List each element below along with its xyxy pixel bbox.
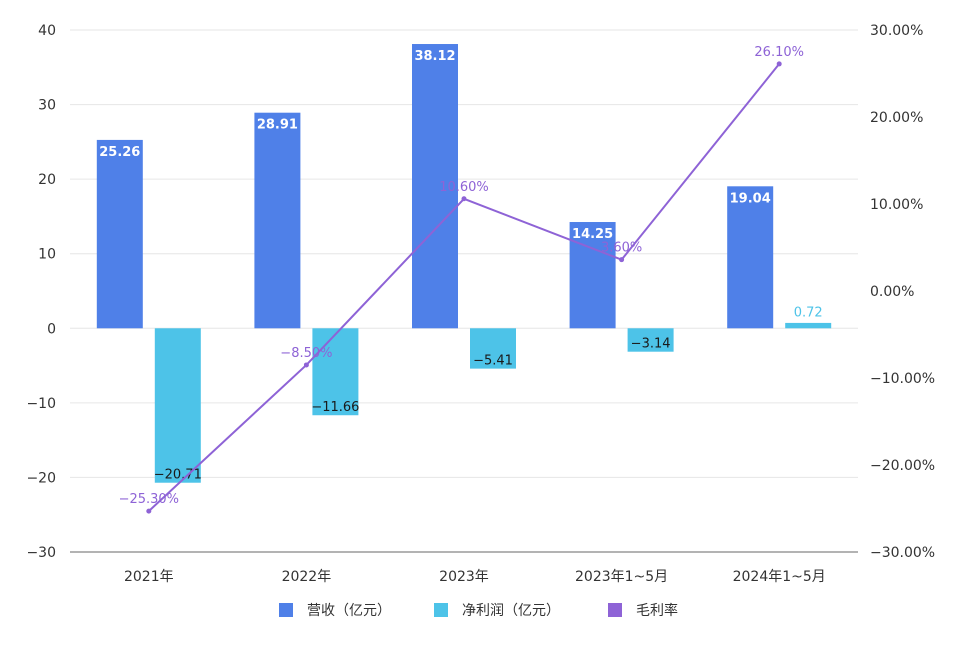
net-profit-data-label: −20.71 <box>154 468 202 483</box>
y-right-tick-label: 20.00% <box>870 110 923 126</box>
revenue-data-label: 38.12 <box>414 49 455 64</box>
net-profit-bar <box>470 328 516 369</box>
revenue-data-label: 19.04 <box>730 191 771 206</box>
y-left-tick-label: 0 <box>47 321 56 337</box>
y-right-tick-label: 0.00% <box>870 284 914 300</box>
gross-margin-data-label: −25.30% <box>119 492 179 507</box>
y-left-tick-label: 30 <box>38 98 56 114</box>
gross-margin-point <box>461 196 467 202</box>
y-right-tick-label: 10.00% <box>870 197 923 213</box>
net-profit-data-label: −5.41 <box>473 354 513 369</box>
net-profit-data-label: −3.14 <box>631 337 671 352</box>
y-right-tick-label: 30.00% <box>870 23 923 39</box>
y-left-tick-label: 40 <box>38 23 56 39</box>
legend-item-net-profit-label: 净利润（亿元） <box>462 603 560 619</box>
gross-margin-point <box>776 61 782 67</box>
revenue-data-label: 25.26 <box>99 145 140 160</box>
net-profit-data-label: −11.66 <box>311 400 359 415</box>
y-left-tick-label: 20 <box>38 172 56 188</box>
net-profit-data-label: 0.72 <box>794 305 823 320</box>
legend-item-net-profit-swatch <box>434 603 448 617</box>
gross-margin-data-label: 3.60% <box>601 241 642 256</box>
gross-margin-point <box>146 508 152 514</box>
revenue-data-label: 14.25 <box>572 227 613 242</box>
y-left-tick-label: 10 <box>38 247 56 263</box>
x-tick-label: 2023年 <box>439 569 489 585</box>
gross-margin-data-label: 10.60% <box>439 180 489 195</box>
revenue-bar <box>727 186 774 329</box>
x-tick-label: 2021年 <box>124 569 174 585</box>
y-right-tick-label: −10.00% <box>870 371 935 387</box>
net-profit-bar <box>312 328 359 416</box>
legend-item-gross-margin-label: 毛利率 <box>636 602 678 619</box>
x-tick-label: 2023年1~5月 <box>575 569 668 585</box>
legend-item-gross-margin-swatch <box>608 603 622 617</box>
gross-margin-point <box>619 257 625 263</box>
x-tick-label: 2024年1~5月 <box>733 569 826 585</box>
y-right-tick-label: −20.00% <box>870 458 935 474</box>
revenue-bar <box>412 44 458 329</box>
revenue-data-label: 28.91 <box>257 118 298 133</box>
revenue-bar <box>254 112 301 329</box>
gross-margin-data-label: 26.10% <box>754 45 804 60</box>
legend-item-revenue-label: 营收（亿元） <box>307 603 391 619</box>
revenue-bar <box>96 139 143 329</box>
x-tick-label: 2022年 <box>282 569 332 585</box>
legend-item-revenue-swatch <box>279 603 293 617</box>
gross-margin-point <box>303 362 309 368</box>
gross-margin-data-label: −8.50% <box>280 346 332 361</box>
gross-margin-line <box>148 63 780 512</box>
net-profit-bar <box>627 328 674 352</box>
net-profit-bar <box>154 328 201 483</box>
y-left-tick-label: −10 <box>26 396 56 412</box>
y-left-tick-label: −30 <box>26 545 56 561</box>
y-left-tick-label: −20 <box>26 470 56 486</box>
revenue-bar <box>569 222 616 329</box>
y-right-tick-label: −30.00% <box>870 545 935 561</box>
net-profit-bar <box>785 322 832 329</box>
